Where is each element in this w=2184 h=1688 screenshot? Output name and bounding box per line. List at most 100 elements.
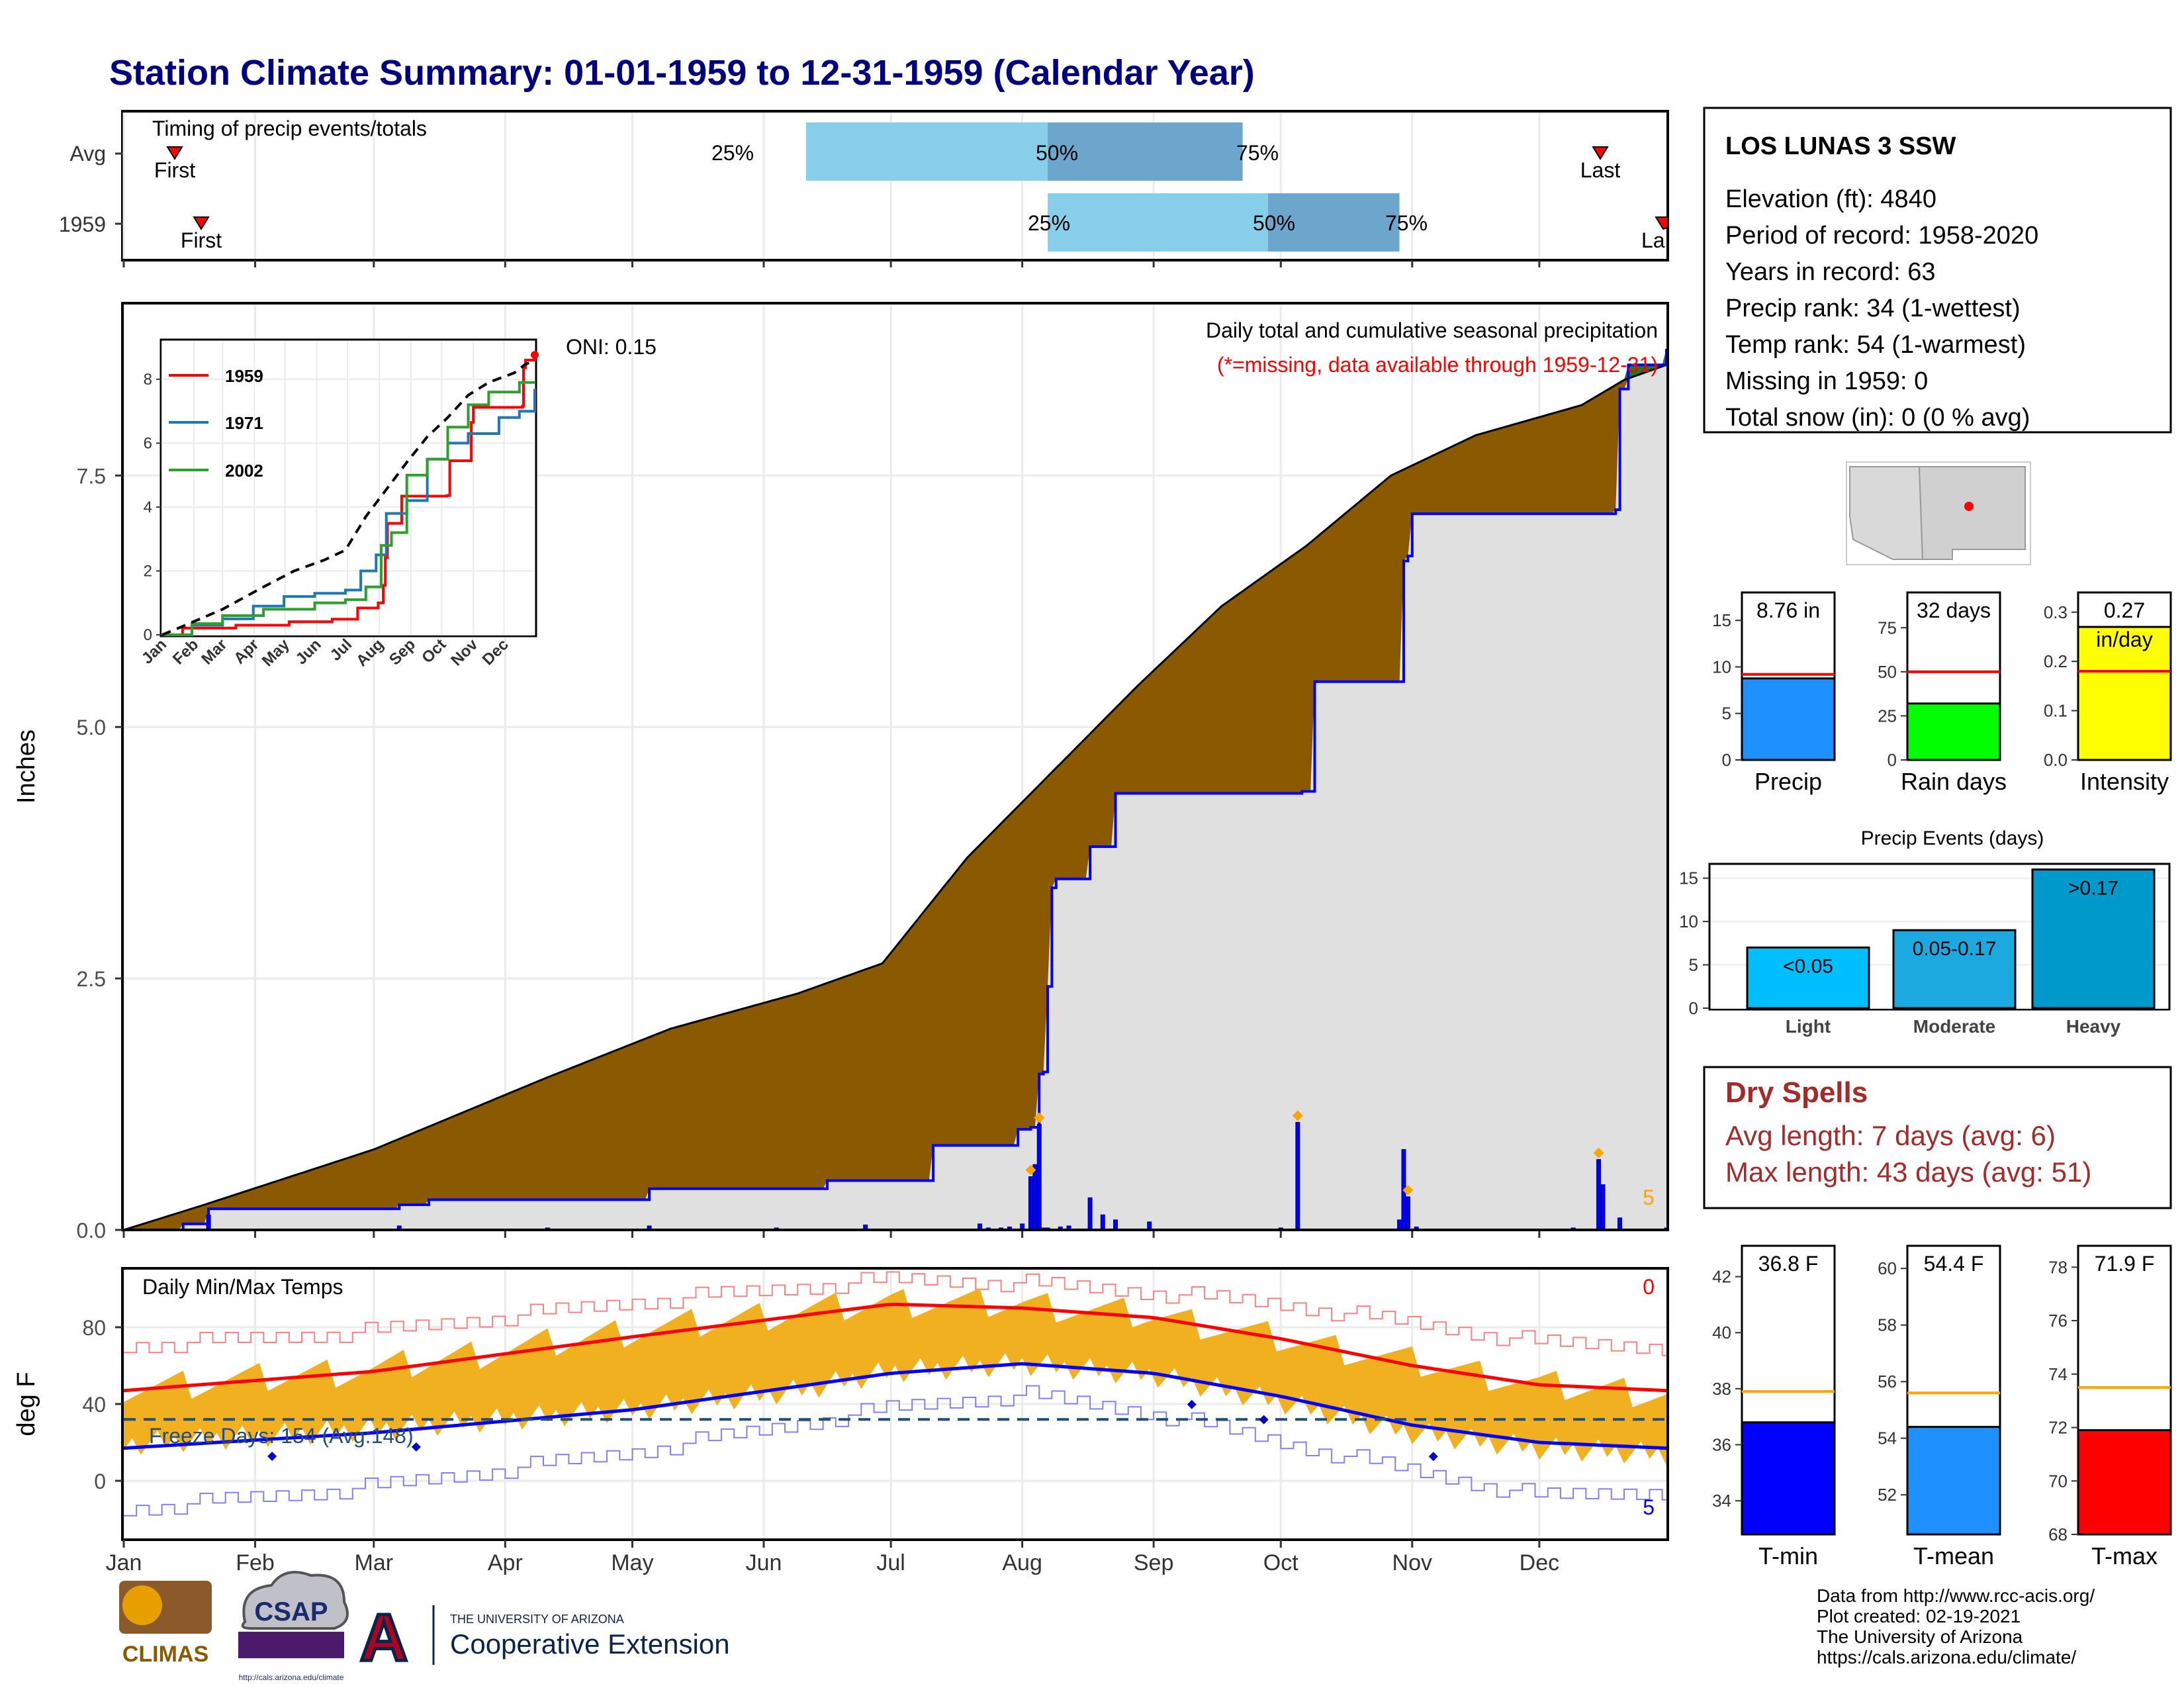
events-bar-category-label: Heavy <box>2066 1016 2121 1037</box>
summary-bar-value-label: 36.8 F <box>1758 1252 1819 1276</box>
footer-line-3: The University of Arizona <box>1817 1626 2023 1647</box>
precip-y-axis: 0.0 2.5 5.0 7.5 <box>77 464 122 1243</box>
events-bar <box>1746 946 1870 1009</box>
summary-bar-axis-label: T-mean <box>1913 1542 1994 1570</box>
summary-bar-value <box>2077 626 2172 761</box>
daily-precip-bar <box>1397 1219 1402 1231</box>
summary-bar-value-label: 54.4 F <box>1924 1252 1984 1276</box>
summary-bar-value <box>1741 1421 1836 1536</box>
climas-logo: CLIMAS <box>119 1581 212 1667</box>
station-box-frame <box>1703 107 2172 434</box>
observed-temp-bars <box>124 1288 1666 1466</box>
cumulative-1959-line <box>124 348 1668 1231</box>
year-last-marker <box>1655 216 1668 230</box>
inset-lines <box>161 351 539 636</box>
event-markers <box>1025 1110 1604 1196</box>
year-first-label: First <box>181 228 222 252</box>
csap-logo: CSAP http://cals.arizona.edu/climate <box>238 1571 349 1682</box>
precip-count-label: 5 <box>1643 1186 1655 1209</box>
summary-bar-value <box>1906 702 2001 761</box>
summary-bar-y-tick-label: 52 <box>1878 1485 1897 1505</box>
year-50-75-bar <box>1268 193 1400 252</box>
station-snow: Total snow (in): 0 (0 % avg) <box>1725 404 2030 432</box>
summary-bar-y-tick-label: 0.1 <box>2044 701 2068 721</box>
summary-bar-y-tick-label: 75 <box>1878 618 1897 637</box>
month-tick-label: Oct <box>1263 1550 1298 1575</box>
inset-y-tick-label: 4 <box>144 498 152 516</box>
csap-wordmark: CSAP <box>254 1597 328 1626</box>
timing-quantile-bars <box>806 122 1400 252</box>
month-tick-label: May <box>611 1550 653 1575</box>
legend-label-1971: 1971 <box>225 413 263 433</box>
daily-precip-bar <box>1617 1217 1623 1231</box>
ua-big-text: Cooperative Extension <box>450 1628 730 1660</box>
summary-bar-axis-label: Precip <box>1754 768 1822 795</box>
summary-bar-axis-label: T-min <box>1758 1542 1818 1570</box>
summary-bar-axis-label: Intensity <box>2080 768 2169 795</box>
footer-line-2: Plot created: 02-19-2021 <box>1817 1606 2021 1626</box>
locator-map <box>1846 461 2031 565</box>
inset-endpoint-marker <box>531 351 539 359</box>
month-tick-label: Jun <box>746 1550 782 1575</box>
record-cold-marker <box>1187 1399 1197 1409</box>
events-bar-range-label: >0.17 <box>2068 878 2118 900</box>
dry-spells-title: Dry Spells <box>1725 1076 1868 1109</box>
precip-ylabel: Inches <box>13 729 40 804</box>
daily-precip-bar <box>1596 1159 1602 1231</box>
events-bars: 0 5 10 15 <0.05 Light 0.05-0.17 Moderate >0.17 He… <box>1679 868 2168 1037</box>
year-25-label: 25% <box>1028 211 1070 235</box>
summary-bar-axis-label: T-max <box>2091 1542 2158 1570</box>
event-marker-diamond <box>1593 1147 1604 1158</box>
legend-label-1959: 1959 <box>225 366 263 386</box>
events-bar-category-label: Moderate <box>1913 1016 1995 1037</box>
inset-frame <box>159 338 537 637</box>
temp-title: Daily Min/Max Temps <box>142 1275 343 1299</box>
summary-bar-y-tick-label: 34 <box>1712 1491 1731 1511</box>
inset-grid <box>161 341 535 635</box>
avg-last-marker <box>1592 146 1609 160</box>
daily-precip-bar <box>1113 1219 1118 1231</box>
summary-bar-y-tick-label: 15 <box>1712 610 1731 630</box>
precip-y-tick-label: 0.0 <box>77 1219 106 1243</box>
timing-label: Timing of precip events/totals <box>152 117 427 140</box>
daily-precip-bar <box>1405 1196 1410 1231</box>
summary-bar-y-tick-label: 74 <box>2048 1364 2068 1384</box>
event-marker-diamond <box>1034 1112 1045 1123</box>
summary-bar-y-tick-label: 58 <box>1878 1315 1897 1335</box>
temperature-panel: 0 40 80 Jan Feb Mar Apr May Jun Jul Aug Sep Oct Nov D… <box>13 1267 1669 1575</box>
summary-bar-value-label: 0.27 <box>2104 598 2145 622</box>
timing-panel: Timing of precip events/totals Avg 1959 … <box>59 110 1669 267</box>
inset-y-tick-label: 8 <box>144 371 152 389</box>
avg-last-label: Last <box>1580 158 1621 182</box>
inset-y-tick-label: 6 <box>144 434 152 452</box>
daily-precip-bar <box>1087 1197 1093 1231</box>
summary-bar-value-label: 8.76 in <box>1756 598 1820 622</box>
summary-bar-y-tick-label: 68 <box>2048 1524 2068 1544</box>
month-tick-label: Jan <box>106 1550 142 1575</box>
daily-precip-bar <box>1600 1184 1606 1231</box>
avg-50-label: 50% <box>1036 141 1078 165</box>
month-tick-label: Mar <box>355 1550 394 1575</box>
summary-bar-y-tick-label: 40 <box>1712 1323 1731 1342</box>
month-tick-label: Sep <box>1134 1550 1174 1575</box>
events-y-tick-label: 5 <box>1689 955 1698 975</box>
events-y-tick-label: 10 <box>1679 912 1698 931</box>
summary-bar-y-tick-label: 0 <box>1722 750 1731 770</box>
daily-precip-bar <box>1295 1121 1300 1231</box>
summary-bar-value <box>1741 677 1836 761</box>
summary-bar-y-tick-label: 60 <box>1878 1258 1897 1278</box>
record-cold-marker <box>1259 1415 1269 1425</box>
csap-cloud-icon <box>241 1571 349 1630</box>
record-cold-marker <box>411 1442 421 1452</box>
summary-bar-y-tick-label: 70 <box>2048 1471 2068 1491</box>
avg-first-marker <box>166 146 183 160</box>
normal-tmax-line <box>123 1302 1667 1393</box>
avg-50-75-bar <box>1048 122 1243 181</box>
summary-bar-y-tick-label: 78 <box>2048 1257 2068 1277</box>
avg-75-label: 75% <box>1236 141 1279 165</box>
summary-bar-y-tick-label: 0 <box>1888 750 1897 770</box>
summary-bar-y-tick-label: 42 <box>1712 1267 1731 1287</box>
oni-label: ONI: 0.15 <box>566 335 657 359</box>
